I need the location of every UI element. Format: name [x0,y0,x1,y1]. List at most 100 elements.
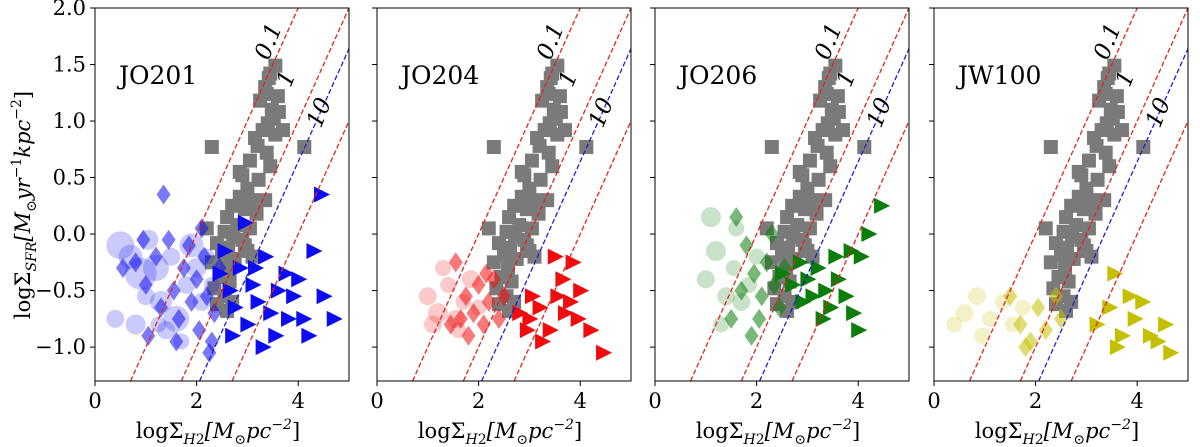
triangle-point [212,265,229,282]
gray-square-point [831,104,846,119]
triangle-point [828,248,845,265]
panels: 0.1 1 1 0 0 2 4 −1.0 −0.5 0.0 0.5 1.0 1.5 2.0 JO201 log… [35,0,1189,447]
gray-square-point [507,198,522,213]
triangle-point [565,254,582,271]
circle-point [974,327,991,344]
diamond-point [1048,286,1063,307]
reference-line-4 [231,119,349,381]
line-label: 0.1 [810,20,848,64]
x-tick-label: 0 [648,389,661,413]
x-axis-title: logΣH2[M⊙pc−2] [418,417,582,447]
panel-name: JO204 [398,61,479,90]
triangle-point [535,333,552,350]
line-label: 1 [1111,67,1141,90]
circle-point [186,257,207,278]
triangle-point [301,327,318,344]
diamond-point [481,291,496,312]
gray-square-point [545,159,560,174]
triangle-point [838,288,855,305]
diamond-point [189,269,204,290]
diamond-point [128,252,143,273]
diamond-point [458,286,473,307]
gray-square-point [533,172,548,187]
triangle-point [851,322,868,339]
triangle-point [555,271,572,288]
reference-line-1 [689,8,859,381]
triangle-point [1122,288,1139,305]
gray-square-point [232,164,247,179]
gray-square-point [225,198,240,213]
triangle-point [542,322,559,339]
triangle-point [225,327,242,344]
triangle-point [316,288,333,305]
triangle-point [570,310,587,327]
x-tick-label: 4 [1131,389,1144,413]
gray-square-point [1097,193,1112,208]
gray-square-point [818,193,833,208]
triangle-point [583,322,600,339]
reference-line-3 [481,47,631,381]
plot-area [689,8,909,381]
gray-square-point [835,123,850,138]
circle-point [748,248,765,265]
triangle-point [1114,327,1131,344]
circle-point [157,321,176,340]
reference-line-1 [411,8,581,381]
y-tick-label: −0.5 [35,279,86,303]
x-tick-label: 4 [574,389,587,413]
gray-square-point [557,123,572,138]
triangle-point [596,344,613,361]
triangle-point [237,214,254,231]
reference-line-4 [791,119,909,381]
gray-square-point [764,140,779,155]
x-axis-title: logΣH2[M⊙pc−2] [136,417,300,447]
diamond-point [136,229,151,250]
triangle-point [1127,310,1144,327]
circle-point [713,316,730,333]
gray-square-point [1114,123,1129,138]
reference-line-3 [759,47,909,381]
diamond-point [171,308,186,329]
panel-name: JW100 [955,61,1041,90]
triangle-point [512,305,529,322]
triangle-point [1107,265,1124,282]
reference-line-2 [462,8,631,381]
triangle-point [1102,299,1119,316]
diamond-point [764,224,779,245]
diamond-point [752,308,767,329]
diamond-point [169,331,184,352]
gray-square-point [1048,236,1063,251]
x-tick-label: 2 [750,389,763,413]
triangle-point [268,327,285,344]
gray-square-point [275,123,290,138]
gray-square-point [552,89,567,104]
line-label: 1 [832,67,862,90]
reference-line-4 [513,119,631,381]
triangle-point [281,310,298,327]
gray-square-point [491,236,506,251]
circle-point [700,207,721,228]
diamond-point [181,235,196,256]
reference-line-2 [740,8,909,381]
diamond-point [754,286,769,307]
panel-name: JO201 [116,61,197,90]
gray-square-point [819,145,834,160]
line-label: 1 [554,67,584,90]
gray-square-point [514,164,529,179]
gray-square-point [811,172,826,187]
gray-square-point [802,153,817,168]
gray-square-point [1076,202,1091,217]
triangle-point [250,293,267,310]
diamond-point [443,314,458,335]
triangle-point [532,299,549,316]
gray-square-point [486,140,501,155]
circle-point [705,241,726,262]
triangle-point [258,248,275,265]
circle-point [418,287,437,306]
axes-frame [94,7,350,382]
diamond-point [729,207,744,228]
triangle-point [846,305,863,322]
triangle-point [785,276,802,293]
gray-square-point [1038,221,1053,236]
